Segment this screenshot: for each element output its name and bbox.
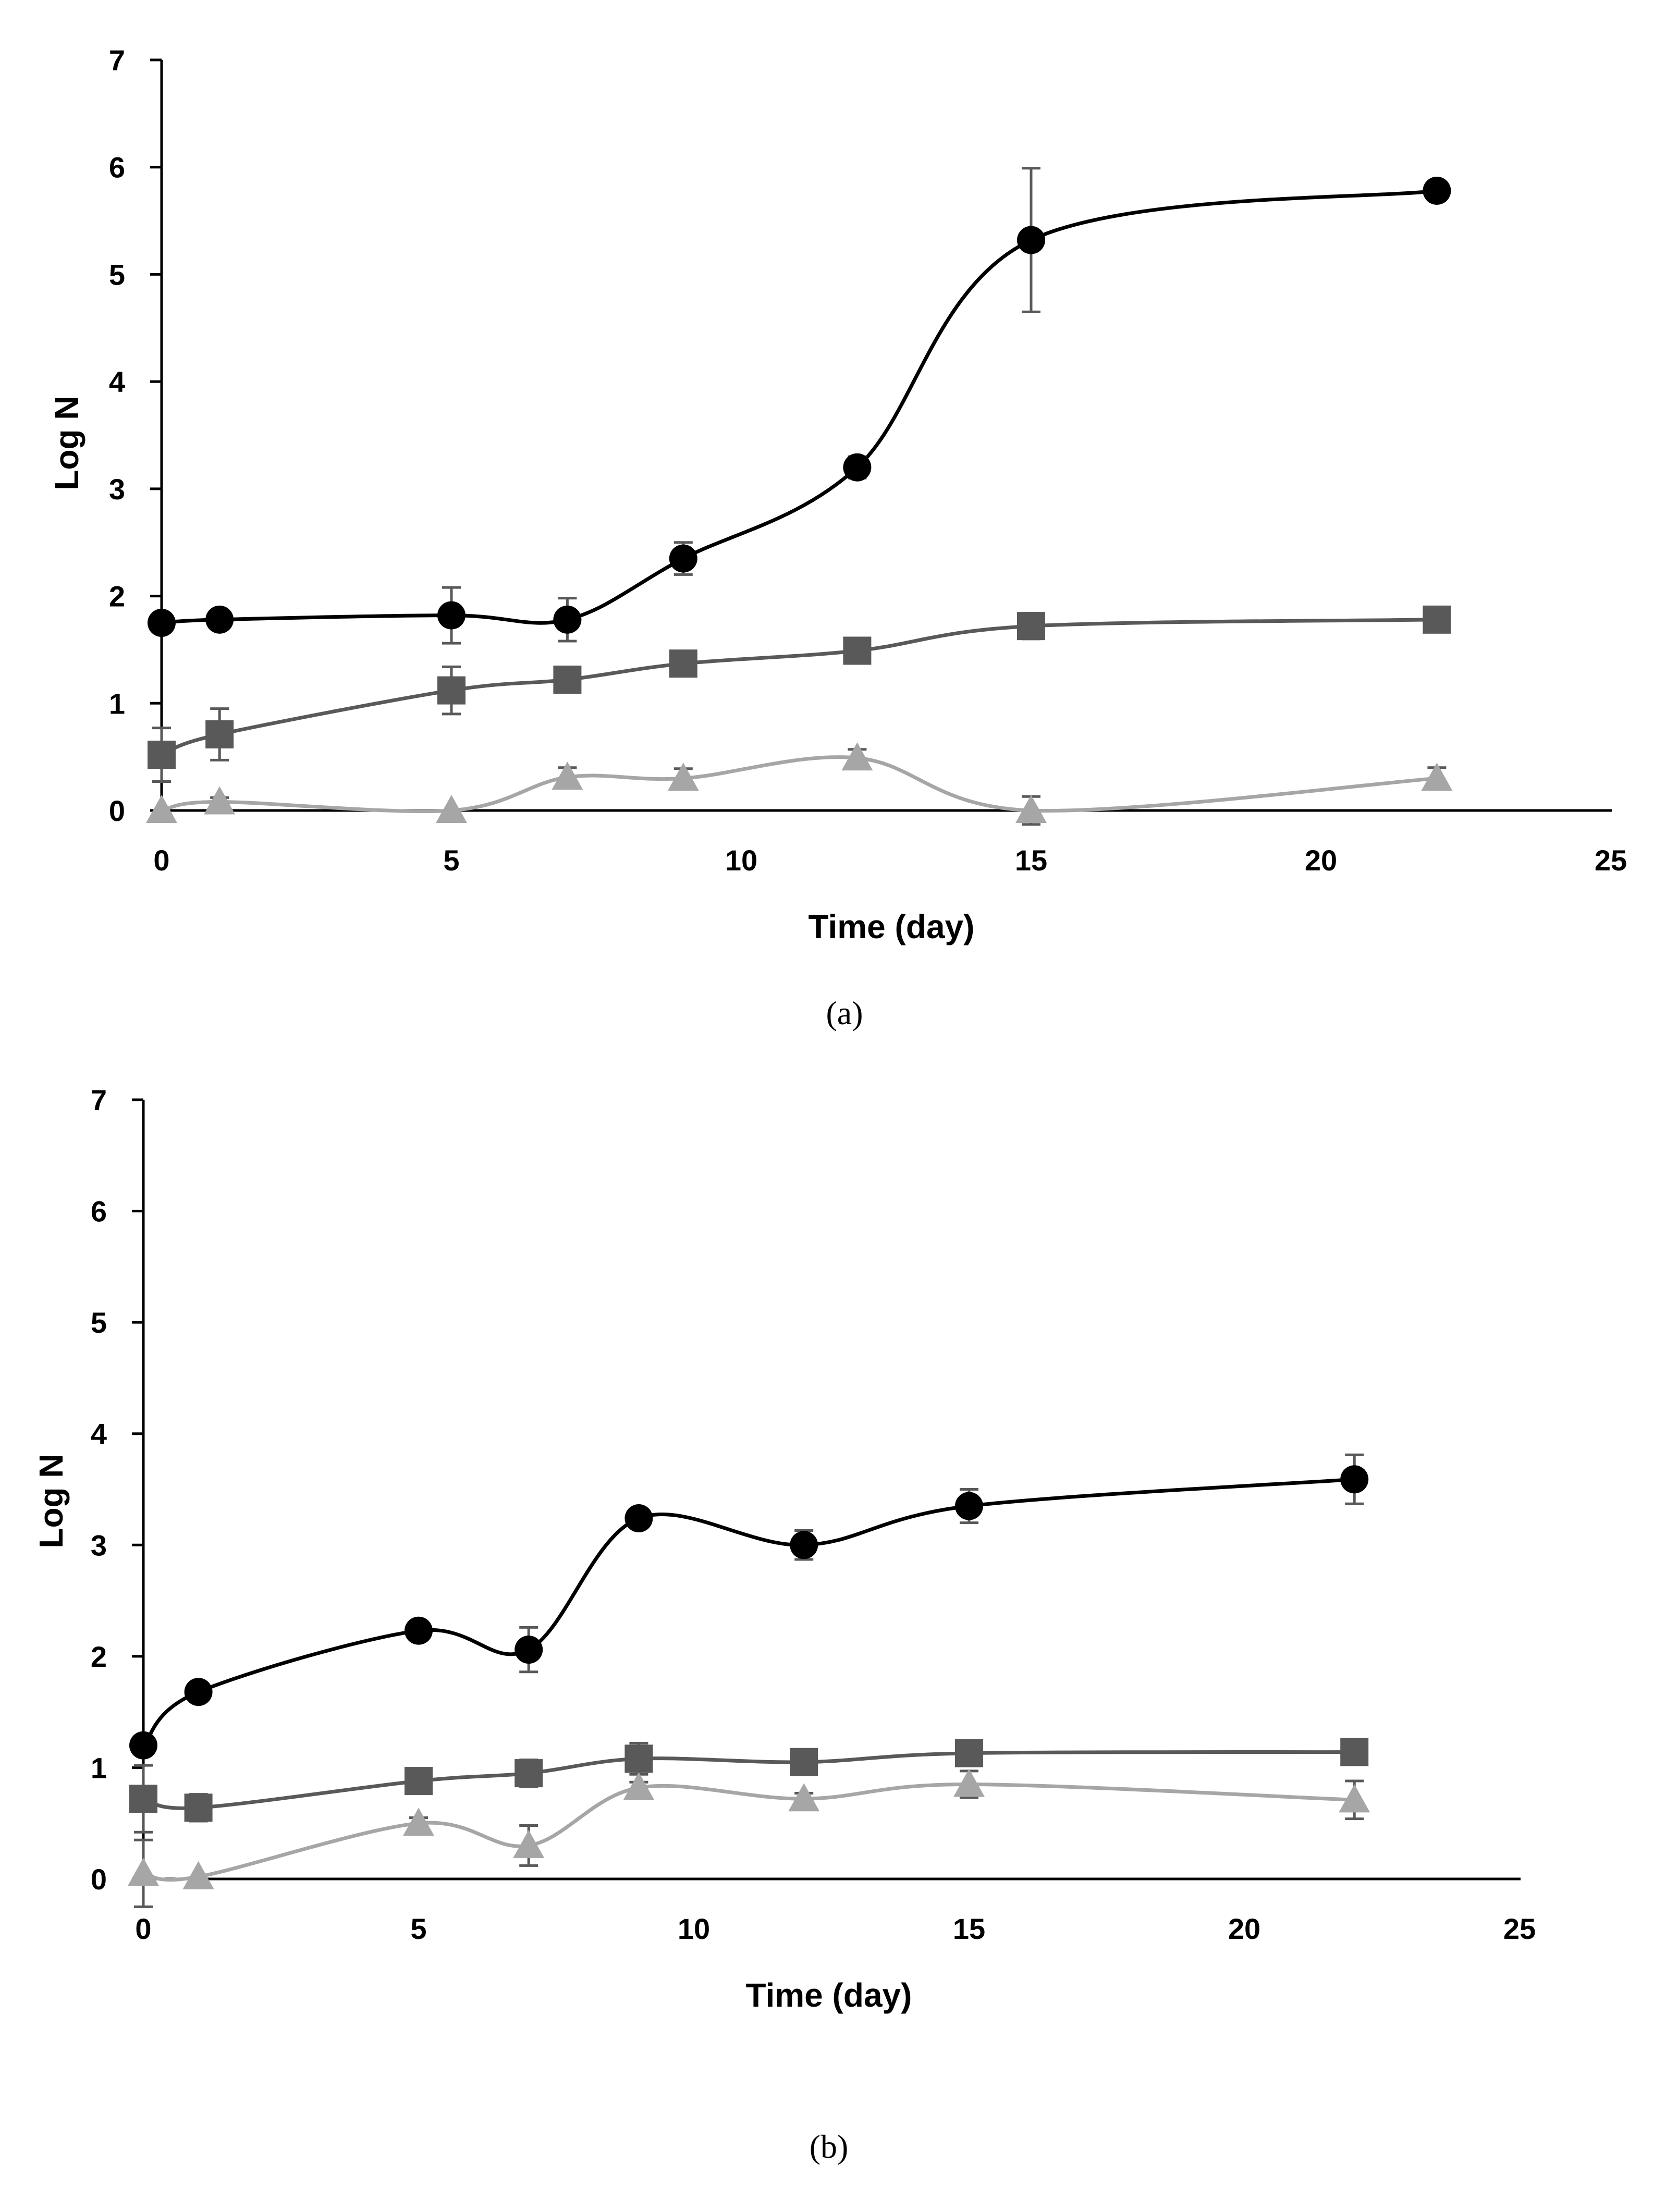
- data-point-triangle: [146, 795, 177, 823]
- y-axis-title: Log N: [48, 396, 85, 490]
- data-point-circle: [843, 453, 872, 482]
- data-point-triangle: [513, 1829, 545, 1858]
- y-tick-label: 6: [91, 1195, 107, 1228]
- data-point-circle: [405, 1616, 433, 1645]
- series-square: [148, 605, 1451, 783]
- y-tick-label: 7: [91, 1084, 107, 1116]
- data-point-triangle: [552, 761, 583, 790]
- data-point-square: [1340, 1738, 1369, 1766]
- data-point-triangle: [128, 1858, 159, 1886]
- x-tick-label: 20: [1228, 1912, 1260, 1945]
- data-point-circle: [515, 1636, 543, 1664]
- series-circle: [129, 1453, 1369, 1760]
- y-tick-label: 7: [109, 44, 125, 77]
- data-point-triangle: [436, 795, 467, 823]
- data-point-circle: [205, 605, 234, 634]
- data-point-square: [129, 1785, 157, 1813]
- data-point-circle: [184, 1678, 213, 1706]
- data-point-square: [843, 636, 872, 665]
- data-point-triangle: [204, 786, 236, 815]
- data-point-square: [405, 1767, 433, 1796]
- data-point-triangle: [1015, 795, 1047, 823]
- x-tick-label: 25: [1503, 1912, 1536, 1945]
- x-tick-label: 20: [1305, 844, 1337, 877]
- data-point-circle: [624, 1504, 653, 1533]
- x-tick-label: 25: [1595, 844, 1627, 877]
- x-tick-label: 5: [443, 844, 459, 877]
- data-point-square: [148, 741, 176, 769]
- data-point-square: [955, 1739, 983, 1767]
- y-tick-label: 1: [91, 1751, 107, 1784]
- y-tick-label: 1: [109, 687, 125, 720]
- axes: 0 1 2 3 4 5 6 7 0 5 10 15 20 25: [109, 44, 1627, 877]
- x-tick-label: 15: [1015, 844, 1047, 877]
- y-tick-label: 6: [109, 151, 125, 184]
- data-point-circle: [790, 1531, 818, 1559]
- series-triangle: [146, 742, 1453, 826]
- data-point-circle: [437, 601, 466, 630]
- x-tick-label: 10: [678, 1912, 710, 1945]
- data-point-square: [790, 1748, 818, 1776]
- y-tick-label: 2: [91, 1640, 107, 1673]
- series-triangle: [128, 1768, 1370, 1908]
- data-point-circle: [669, 544, 697, 573]
- data-point-square: [205, 720, 234, 748]
- data-point-square: [184, 1793, 213, 1822]
- x-axis-title: Time (day): [746, 1976, 912, 2014]
- data-point-square: [1017, 612, 1045, 641]
- y-tick-label: 3: [91, 1529, 107, 1562]
- panel-label: (b): [810, 2128, 849, 2165]
- data-point-circle: [1017, 226, 1045, 254]
- x-tick-label: 15: [953, 1912, 985, 1945]
- data-point-square: [515, 1759, 543, 1788]
- data-point-triangle: [623, 1772, 655, 1800]
- x-tick-label: 0: [135, 1912, 151, 1945]
- data-point-square: [624, 1744, 653, 1773]
- series-square: [129, 1738, 1369, 1834]
- series-circle: [148, 167, 1451, 645]
- series-line: [142, 1477, 1355, 1747]
- y-tick-label: 2: [109, 580, 125, 613]
- data-point-triangle: [953, 1768, 985, 1797]
- data-point-triangle: [841, 742, 873, 771]
- x-tick-label: 5: [410, 1912, 426, 1945]
- data-point-square: [669, 649, 697, 678]
- series-layer: [146, 167, 1453, 826]
- data-point-square: [1423, 605, 1451, 634]
- chart-panel-a: 0 1 2 3 4 5 6 7 0 5 10 15 20 25 Time (day) Log N (a): [48, 44, 1627, 1031]
- x-tick-label: 0: [153, 844, 169, 877]
- data-point-triangle: [1339, 1784, 1370, 1813]
- data-point-square: [437, 676, 466, 705]
- data-point-triangle: [403, 1808, 434, 1836]
- y-tick-label: 4: [91, 1418, 107, 1451]
- data-point-triangle: [788, 1783, 820, 1812]
- data-point-square: [553, 666, 582, 694]
- y-tick-label: 5: [91, 1306, 107, 1339]
- data-point-circle: [1340, 1465, 1369, 1494]
- data-point-circle: [955, 1492, 983, 1520]
- data-point-circle: [129, 1731, 157, 1760]
- series-line: [161, 189, 1437, 625]
- y-axis-title: Log N: [32, 1454, 70, 1548]
- series-layer: [128, 1453, 1370, 1908]
- data-point-triangle: [182, 1861, 214, 1889]
- x-tick-label: 10: [725, 844, 757, 877]
- y-tick-label: 4: [109, 365, 125, 398]
- chart-panel-b: 0 1 2 3 4 5 6 7 0 5 10 15 20 25 Time (day) Log N (b): [32, 1084, 1536, 2165]
- axes: 0 1 2 3 4 5 6 7 0 5 10 15 20 25: [91, 1084, 1536, 1945]
- data-point-triangle: [1421, 763, 1453, 791]
- y-tick-label: 0: [91, 1863, 107, 1896]
- data-point-triangle: [667, 763, 699, 791]
- data-point-circle: [148, 609, 176, 637]
- x-axis-title: Time (day): [809, 908, 975, 945]
- panel-label: (a): [826, 994, 863, 1031]
- y-tick-label: 5: [109, 258, 125, 291]
- data-point-circle: [1423, 176, 1451, 205]
- data-point-circle: [553, 605, 582, 634]
- y-tick-label: 3: [109, 473, 125, 506]
- y-tick-label: 0: [109, 794, 125, 827]
